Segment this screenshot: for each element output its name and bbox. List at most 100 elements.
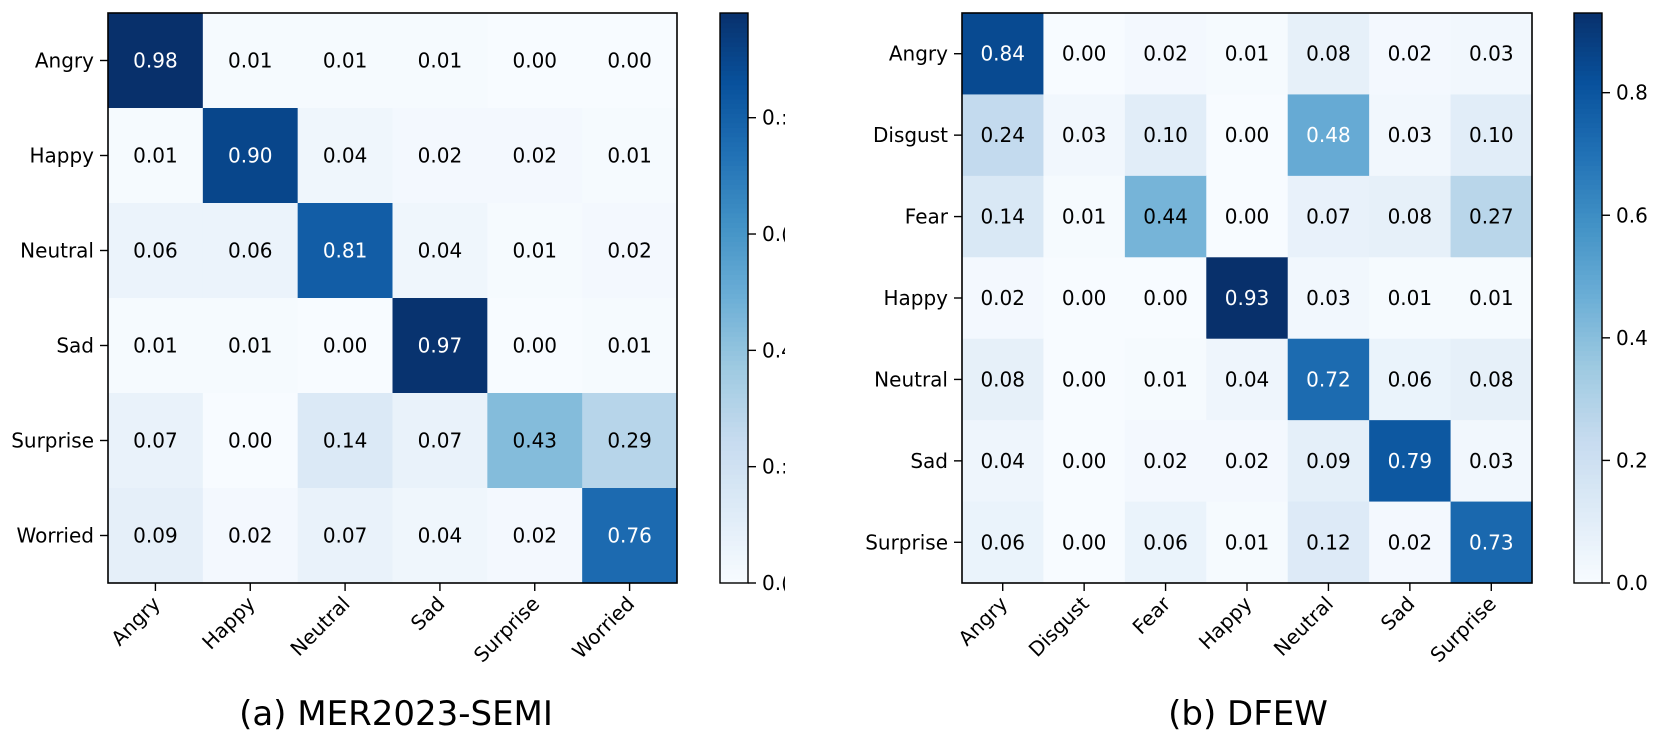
colorbar-gradient-segment [1574, 473, 1602, 480]
colorbar-gradient-segment [720, 440, 748, 447]
cell-value-label: 0.01 [228, 334, 273, 358]
cell-value-label: 0.00 [512, 49, 557, 73]
colorbar-gradient-segment [1574, 279, 1602, 285]
heatmap-cell [202, 203, 299, 299]
cell-value-label: 0.04 [323, 144, 368, 168]
colorbar-gradient-segment [720, 108, 748, 114]
colorbar-gradient-segment [720, 22, 748, 29]
colorbar-gradient-segment [1574, 260, 1602, 266]
heatmap-cell [1124, 501, 1207, 584]
colorbar-gradient-segment [1574, 435, 1602, 442]
heatmap-cell [108, 393, 204, 489]
y-tick-label: Surprise [865, 530, 948, 554]
colorbar-gradient-segment [1574, 511, 1602, 518]
colorbar-gradient-segment [1574, 274, 1602, 280]
cell-value-label: 0.02 [512, 524, 557, 548]
cell-value-label: 0.08 [1469, 367, 1514, 391]
heatmap-cell [297, 298, 394, 394]
x-tick-label: Surprise [469, 592, 545, 668]
colorbar-gradient-segment [720, 578, 748, 584]
colorbar-gradient-segment [720, 150, 748, 157]
colorbar-gradient-segment [1574, 397, 1602, 404]
colorbar-gradient-segment [1574, 321, 1602, 328]
heatmap-cell [1287, 420, 1370, 503]
cell-value-label: 0.00 [1062, 530, 1107, 554]
cell-value-label: 0.01 [1062, 205, 1107, 229]
colorbar-gradient-segment [720, 298, 748, 304]
colorbar-gradient-segment [720, 383, 748, 390]
colorbar-gradient-segment [720, 483, 748, 489]
colorbar-gradient-segment [720, 407, 748, 413]
cell-value-label: 0.10 [1143, 123, 1188, 147]
cell-value-label: 0.06 [1143, 530, 1188, 554]
colorbar-gradient-segment [1574, 464, 1602, 470]
colorbar-gradient-segment [1574, 269, 1602, 276]
colorbar-gradient-segment [720, 217, 748, 223]
colorbar-gradient-segment [1574, 549, 1602, 556]
colorbar-gradient-segment [1574, 155, 1602, 162]
cell-value-label: 0.04 [1225, 367, 1270, 391]
colorbar-gradient-segment [1574, 345, 1602, 352]
colorbar-gradient-segment [1574, 188, 1602, 195]
colorbar-gradient-segment [1574, 469, 1602, 475]
cell-value-label: 0.81 [323, 239, 368, 263]
colorbar-gradient-segment [1574, 70, 1602, 76]
heatmap-cell [1124, 257, 1207, 340]
colorbar-gradient-segment [720, 564, 748, 570]
cell-value-label: 0.06 [1388, 367, 1433, 391]
heatmap-cell [1206, 175, 1289, 258]
colorbar-gradient-segment [720, 345, 748, 352]
x-tick-label: Angry [953, 591, 1012, 650]
colorbar-gradient-segment [1574, 79, 1602, 86]
colorbar-gradient-segment [720, 540, 748, 546]
colorbar-gradient-segment [1574, 426, 1602, 432]
colorbar-gradient-segment [1574, 340, 1602, 347]
heatmap-cell [582, 108, 678, 204]
heatmap-cell [1287, 175, 1370, 258]
colorbar-gradient-segment [720, 573, 748, 580]
heatmap-cell [582, 298, 678, 394]
colorbar-gradient-segment [1574, 36, 1602, 43]
colorbar-gradient-segment [720, 32, 748, 38]
colorbar: 0.(0.: 0.4 0.(0.: [719, 12, 785, 595]
colorbar-gradient-segment [720, 331, 748, 337]
colorbar-gradient-segment [1574, 293, 1602, 299]
heatmap-cell [1043, 175, 1126, 258]
colorbar-gradient-segment [720, 431, 748, 437]
colorbar-gradient-segment [720, 117, 748, 124]
colorbar-gradient-segment [720, 516, 748, 523]
heatmap-cell [1043, 257, 1126, 340]
colorbar-gradient-segment [1574, 32, 1602, 38]
cell-value-label: 0.07 [418, 429, 463, 453]
colorbar-gradient-segment [720, 74, 748, 81]
colorbar-gradient-segment [1574, 402, 1602, 409]
heatmap-cell [1043, 501, 1126, 584]
chart-caption: (b) DFEW [1168, 694, 1328, 734]
cell-value-label: 0.08 [1306, 42, 1351, 66]
cell-value-label: 0.06 [980, 530, 1025, 554]
colorbar-gradient-segment [1574, 564, 1602, 570]
colorbar-gradient-segment [1574, 65, 1602, 71]
colorbar-gradient-segment [1574, 317, 1602, 323]
colorbar-gradient-segment [720, 222, 748, 228]
heatmap-cell [1450, 420, 1533, 503]
colorbar-gradient-segment [720, 549, 748, 556]
y-tick-label: Disgust [873, 123, 948, 147]
confusion-matrix-mer2023-semi: 0.98 0.01 0.01 0.01 0.00 0.00 0.01 0.90 0.04 0.02… [11, 12, 785, 734]
cell-value-label: 0.01 [512, 239, 557, 263]
colorbar-gradient-segment [1574, 445, 1602, 451]
heatmap-cell [1450, 175, 1533, 258]
heatmap-cell [1124, 175, 1207, 258]
x-tick-label: Surprise [1425, 592, 1501, 668]
heatmap-cell [108, 203, 204, 299]
cell-value-label: 0.01 [323, 49, 368, 73]
heatmap-cell [1450, 257, 1533, 340]
colorbar-gradient-segment [1574, 393, 1602, 399]
heatmap-cell [1124, 338, 1207, 421]
heatmap-cell [297, 393, 394, 489]
colorbar-gradient-segment [1574, 312, 1602, 318]
colorbar-gradient-segment [720, 326, 748, 333]
y-tick-label: Angry [889, 42, 948, 66]
colorbar-gradient-segment [720, 112, 748, 119]
colorbar-gradient-segment [720, 260, 748, 266]
